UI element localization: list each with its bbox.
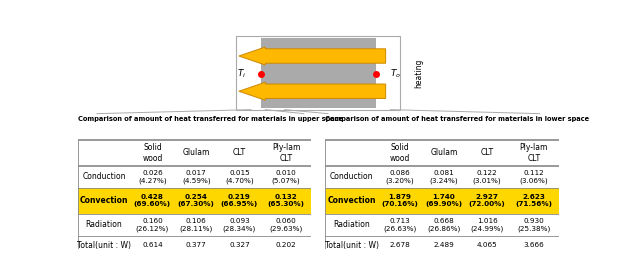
Text: Convection: Convection: [79, 196, 128, 205]
Text: Glulam: Glulam: [183, 148, 210, 157]
Text: Glulam: Glulam: [430, 148, 458, 157]
Text: heating: heating: [415, 59, 424, 88]
Text: Ply-lam
CLT: Ply-lam CLT: [520, 143, 548, 162]
FancyArrow shape: [239, 82, 386, 100]
Text: Comparison of amount of heat transferred for materials in lower space: Comparison of amount of heat transferred…: [325, 116, 589, 122]
Text: Radiation: Radiation: [86, 220, 122, 229]
Text: 0.081
(3.24%): 0.081 (3.24%): [430, 170, 458, 184]
Text: Total(unit : W): Total(unit : W): [325, 241, 379, 250]
Text: 0.327: 0.327: [229, 242, 250, 248]
Text: 0.093
(28.34%): 0.093 (28.34%): [223, 218, 256, 232]
Text: 0.017
(4.59%): 0.017 (4.59%): [182, 170, 211, 184]
Text: 3.666: 3.666: [524, 242, 544, 248]
Text: CLT: CLT: [481, 148, 494, 157]
Text: 2.489: 2.489: [433, 242, 454, 248]
FancyArrow shape: [239, 47, 386, 65]
Text: 0.010
(5.07%): 0.010 (5.07%): [272, 170, 301, 184]
Bar: [261, 38, 376, 108]
Text: Conduction: Conduction: [330, 172, 373, 181]
Text: 0.106
(28.11%): 0.106 (28.11%): [179, 218, 213, 232]
Text: 0.930
(25.38%): 0.930 (25.38%): [517, 218, 550, 232]
Text: 0.015
(4.70%): 0.015 (4.70%): [225, 170, 254, 184]
Text: 0.160
(26.12%): 0.160 (26.12%): [136, 218, 169, 232]
Text: Convection: Convection: [327, 196, 376, 205]
Text: Total(unit : W): Total(unit : W): [77, 241, 131, 250]
Text: 0.122
(3.01%): 0.122 (3.01%): [473, 170, 501, 184]
Text: 0.377: 0.377: [186, 242, 207, 248]
Text: 1.879
(70.16%): 1.879 (70.16%): [381, 194, 419, 207]
Text: 2.678: 2.678: [389, 242, 410, 248]
Text: Ply-lam
CLT: Ply-lam CLT: [272, 143, 301, 162]
Text: 1.740
(69.90%): 1.740 (69.90%): [425, 194, 463, 207]
Text: Comparison of amount of heat transferred for materials in upper space: Comparison of amount of heat transferred…: [78, 116, 343, 122]
Text: 0.713
(26.63%): 0.713 (26.63%): [383, 218, 417, 232]
Text: CLT: CLT: [233, 148, 246, 157]
Text: 0.112
(3.06%): 0.112 (3.06%): [520, 170, 548, 184]
Text: Solid
wood: Solid wood: [390, 143, 410, 162]
Text: $T_o$: $T_o$: [391, 67, 402, 80]
Text: $T_i$: $T_i$: [237, 67, 246, 80]
Text: 2.623
(71.56%): 2.623 (71.56%): [515, 194, 552, 207]
Text: 0.026
(4.27%): 0.026 (4.27%): [138, 170, 166, 184]
Text: Solid
wood: Solid wood: [142, 143, 163, 162]
Text: 0.668
(26.86%): 0.668 (26.86%): [427, 218, 460, 232]
Text: 0.254
(67.30%): 0.254 (67.30%): [178, 194, 215, 207]
Text: 0.060
(29.63%): 0.060 (29.63%): [270, 218, 303, 232]
Text: 2.927
(72.00%): 2.927 (72.00%): [469, 194, 505, 207]
Bar: [78, 188, 311, 214]
Text: 0.428
(69.60%): 0.428 (69.60%): [134, 194, 171, 207]
Text: Radiation: Radiation: [333, 220, 370, 229]
Text: 0.132
(65.30%): 0.132 (65.30%): [268, 194, 305, 207]
Text: 4.065: 4.065: [477, 242, 497, 248]
Text: Conduction: Conduction: [82, 172, 125, 181]
Text: 0.219
(66.95%): 0.219 (66.95%): [221, 194, 258, 207]
Bar: [237, 36, 400, 110]
Text: 0.086
(3.20%): 0.086 (3.20%): [386, 170, 414, 184]
Bar: [325, 188, 559, 214]
Text: 0.202: 0.202: [276, 242, 296, 248]
Text: 0.614: 0.614: [142, 242, 163, 248]
Text: 1.016
(24.99%): 1.016 (24.99%): [471, 218, 504, 232]
